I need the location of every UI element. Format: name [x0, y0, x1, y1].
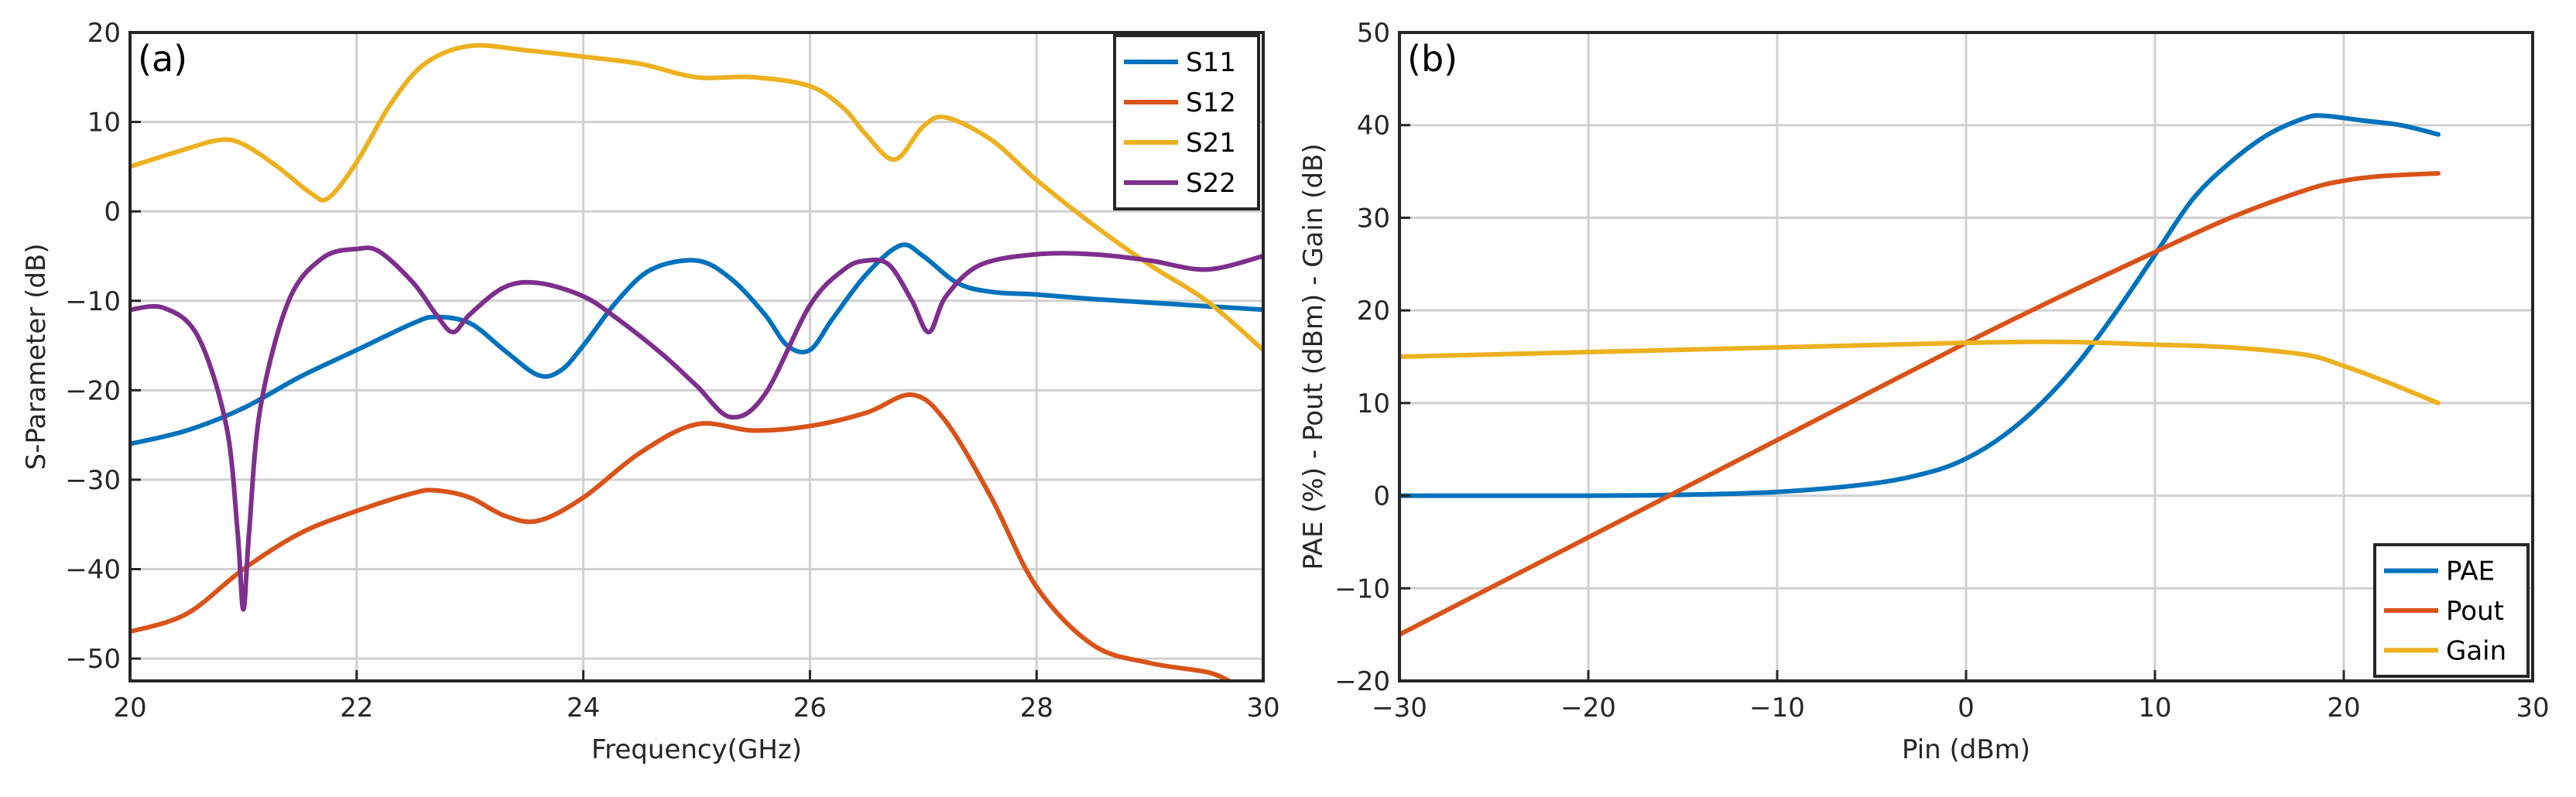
x-tick-label: 20	[2327, 693, 2360, 723]
series-a	[130, 43, 1263, 681]
y-tick-label: −50	[65, 644, 121, 675]
x-tick-label: 24	[567, 693, 600, 723]
x-axis-label-b: Pin (dBm)	[1902, 734, 2030, 765]
y-axis-label-b: PAE (%) - Pout (dBm) - Gain (dB)	[1298, 143, 1329, 570]
series-line-pout	[1399, 170, 2441, 638]
y-tick-label: −10	[65, 286, 121, 317]
y-tick-label: 20	[87, 18, 121, 49]
legend-b: PAE Pout Gain	[2373, 543, 2530, 678]
series-line-pae	[1399, 113, 2441, 498]
panel-a: 20 22 24 26 28 30 20 10 0 −10 −20 −30 −40 −50 (a) Fre…	[21, 18, 1280, 765]
x-tick-label: 10	[2138, 693, 2171, 723]
y-tick-label: −20	[65, 375, 121, 406]
y-tick-label: −40	[65, 555, 121, 586]
grid-a	[130, 32, 1263, 681]
y-tick-label: 0	[1373, 481, 1390, 512]
legend-label-s22: S22	[1186, 168, 1236, 199]
series-line-s12	[130, 392, 1232, 681]
x-tick-label: 28	[1020, 693, 1053, 723]
x-tick-label: 30	[2516, 693, 2549, 723]
series-line-s11	[130, 242, 1263, 446]
series-b	[1399, 113, 2441, 638]
y-tick-label: 40	[1357, 111, 1390, 142]
x-tick-label: −10	[1749, 693, 1805, 723]
x-tick-label: −20	[1560, 693, 1616, 723]
legend-label-s11: S11	[1186, 47, 1236, 78]
y-axis-label-a: S-Parameter (dB)	[21, 244, 52, 470]
x-axis-label-a: Frequency(GHz)	[591, 734, 802, 765]
x-tick-label: 30	[1246, 693, 1279, 723]
legend-label-s21: S21	[1186, 128, 1236, 159]
y-tick-label: −30	[65, 465, 121, 496]
legend-label-pae: PAE	[2446, 556, 2495, 587]
x-tick-label: 20	[113, 693, 146, 723]
y-tick-label: −10	[1334, 573, 1390, 604]
y-tick-label: −20	[1334, 666, 1390, 697]
legend-label-gain: Gain	[2446, 635, 2506, 666]
series-line-s21	[130, 43, 1263, 353]
series-line-gain	[1399, 339, 2441, 405]
legend-label-s12: S12	[1186, 87, 1236, 118]
y-tick-label: 50	[1357, 18, 1390, 49]
y-tick-label: 30	[1357, 203, 1390, 234]
series-line-s22	[130, 245, 1263, 612]
y-tick-label: 10	[1357, 388, 1390, 419]
legend-box	[2373, 543, 2530, 678]
y-tick-label: 10	[87, 108, 121, 139]
panel-label-a: (a)	[138, 38, 187, 80]
x-tick-label: 22	[340, 693, 373, 723]
y-tick-label: 20	[1357, 296, 1390, 327]
panel-label-b: (b)	[1407, 38, 1458, 80]
x-tick-label: 0	[1958, 693, 1975, 723]
x-tick-label: 26	[793, 693, 827, 723]
legend-label-pout: Pout	[2446, 596, 2504, 627]
legend-a: S11 S12 S21 S22	[1113, 34, 1260, 210]
plot-frame-a	[128, 31, 1265, 682]
tick-labels-a: 20 22 24 26 28 30 20 10 0 −10 −20 −30 −40 −50	[65, 18, 1279, 723]
grid-b	[1399, 32, 2533, 681]
y-tick-label: 0	[104, 197, 121, 227]
legend-box	[1113, 34, 1260, 210]
x-tick-label: −30	[1372, 693, 1427, 723]
